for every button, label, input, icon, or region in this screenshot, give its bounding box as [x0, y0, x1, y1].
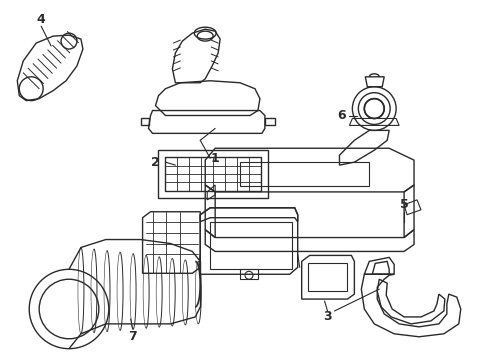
Text: 4: 4 — [37, 13, 46, 26]
Bar — [158, 150, 268, 198]
Bar — [210, 222, 292, 269]
Text: 1: 1 — [211, 152, 220, 165]
Text: 7: 7 — [128, 330, 137, 343]
Bar — [240, 162, 369, 186]
Bar — [166, 157, 261, 191]
Text: 5: 5 — [400, 198, 409, 211]
Bar — [308, 264, 347, 291]
Text: 2: 2 — [151, 156, 160, 168]
Text: 3: 3 — [323, 310, 332, 323]
Text: 6: 6 — [337, 109, 346, 122]
